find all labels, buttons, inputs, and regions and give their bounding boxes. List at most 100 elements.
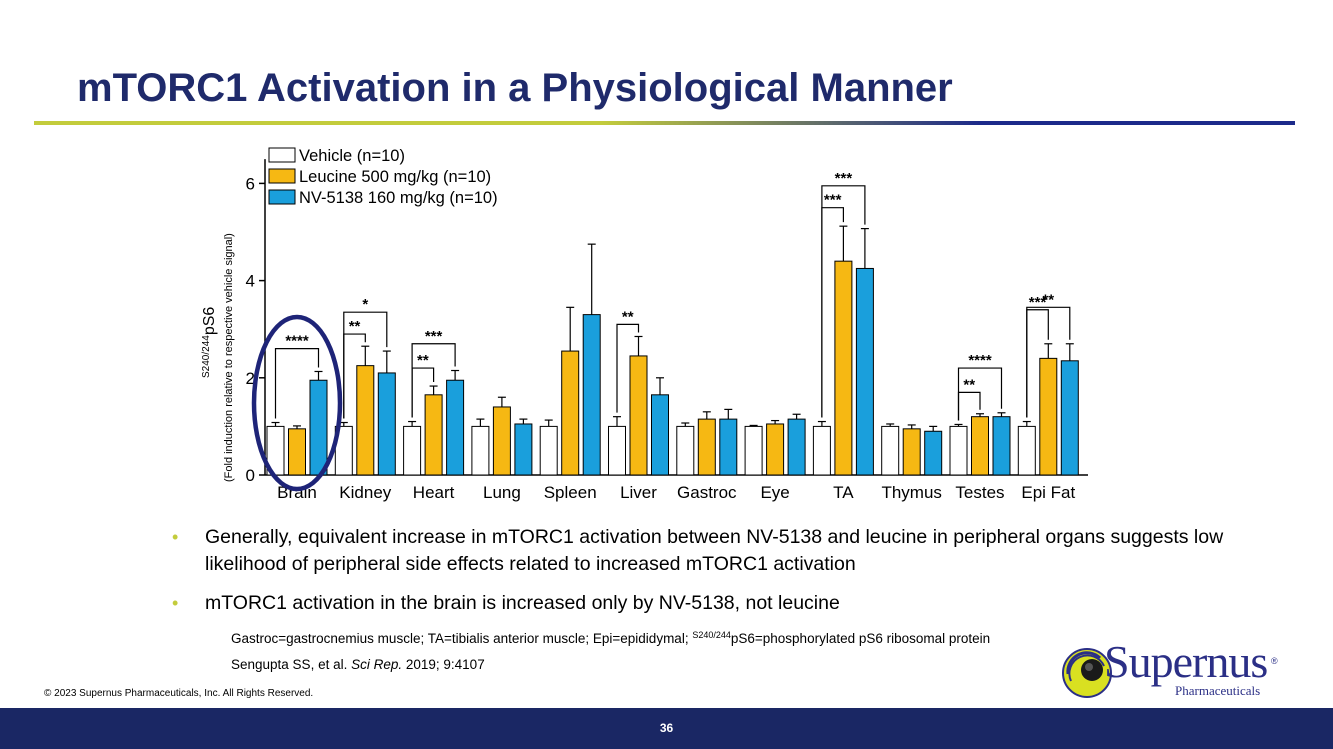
- x-tick-label: Heart: [413, 483, 455, 502]
- y-axis-label: S240/244pS6 (Fold induction relative to …: [201, 233, 235, 482]
- y-axis-label-sup: S240/244: [201, 335, 212, 378]
- significance-bracket: [411, 343, 456, 418]
- bar-epi-fat-s2: [1060, 360, 1079, 476]
- bar-eye-s1: [766, 423, 785, 476]
- bar-epi-fat-s1: [1039, 357, 1058, 476]
- y-tick-label: 4: [246, 272, 255, 291]
- x-tick-label: Lung: [483, 483, 521, 502]
- y-axis-label-main: S240/244pS6: [201, 307, 218, 378]
- significance-bracket: [1026, 306, 1071, 418]
- reference-authors: Sengupta SS, et al.: [231, 657, 352, 672]
- bar-liver-s2: [651, 394, 669, 476]
- reference-details: 2019; 9:4107: [402, 657, 485, 672]
- significance-bracket: [957, 367, 1003, 421]
- significance-label: ***: [835, 170, 853, 187]
- supernus-logo: Supernus ® Pharmaceuticals: [1060, 636, 1300, 702]
- significance-bracket: [616, 323, 640, 413]
- bar-ta-s1: [834, 260, 853, 476]
- logo-wordmark: Supernus: [1104, 636, 1268, 687]
- x-tick-label: Eye: [760, 483, 789, 502]
- footer-bar: 36: [0, 708, 1333, 749]
- bar-spleen-s1: [561, 350, 580, 476]
- bar-liver-s1: [629, 355, 648, 476]
- bar-epi-fat-s0: [1017, 425, 1036, 476]
- y-tick-label: 2: [246, 369, 255, 388]
- bar-gastroc-s2: [719, 418, 738, 476]
- bullet-dot-icon: •: [172, 593, 179, 613]
- bar-brain-s2: [309, 379, 328, 476]
- significance-label: ***: [1029, 294, 1047, 311]
- x-tick-label: Kidney: [339, 483, 391, 502]
- bar-kidney-s2: [377, 372, 396, 476]
- bullet-list: • Generally, equivalent increase in mTORC…: [172, 524, 1292, 629]
- x-tick-label: Liver: [620, 483, 657, 502]
- significance-label: **: [349, 318, 361, 335]
- bar-heart-s1: [424, 394, 443, 476]
- bullet-dot-icon: •: [172, 527, 179, 547]
- title-underline: [34, 121, 1295, 125]
- significance-bracket: [343, 311, 388, 419]
- bar-kidney-s1: [356, 365, 375, 476]
- x-tick-label: Spleen: [544, 483, 597, 502]
- copyright: © 2023 Supernus Pharmaceuticals, Inc. Al…: [44, 688, 314, 699]
- legend-label: Leucine 500 mg/kg (n=10): [299, 168, 491, 186]
- legend-swatch: [268, 168, 296, 184]
- reference-note: Sengupta SS, et al. Sci Rep. 2019; 9:410…: [231, 657, 485, 672]
- logo-mark-icon: [1062, 648, 1112, 698]
- significance-label: **: [417, 352, 429, 369]
- legend-swatch: [268, 189, 296, 205]
- significance-label: ****: [968, 352, 992, 369]
- abbreviation-text-end: pS6=phosphorylated pS6 ribosomal protein: [730, 631, 991, 646]
- bar-gastroc-s1: [697, 418, 716, 476]
- logo-registered: ®: [1271, 656, 1278, 666]
- x-tick-label: Testes: [955, 483, 1004, 502]
- bar-testes-s2: [992, 416, 1011, 476]
- x-tick-label: Gastroc: [677, 483, 737, 502]
- y-tick-label: 6: [246, 174, 255, 193]
- bullet-item: • Generally, equivalent increase in mTORC…: [172, 524, 1292, 578]
- y-tick-label: 0: [246, 466, 255, 485]
- bar-ta-s2: [855, 267, 874, 476]
- bar-gastroc-s0: [676, 425, 695, 476]
- bar-heart-s0: [403, 425, 422, 476]
- significance-label: **: [963, 376, 975, 393]
- bar-chart: S240/244pS6 (Fold induction relative to …: [201, 147, 1088, 502]
- page-number: 36: [659, 721, 674, 735]
- significance-bracket: [274, 348, 320, 419]
- bar-eye-s2: [787, 418, 806, 476]
- abbreviation-text: Gastroc=gastrocnemius muscle; TA=tibiali…: [231, 631, 693, 646]
- bar-liver-s0: [608, 425, 626, 476]
- bullet-text: mTORC1 activation in the brain is increa…: [205, 592, 840, 614]
- bar-heart-s2: [446, 379, 465, 476]
- significance-label: ***: [824, 192, 842, 209]
- bar-thymus-s1: [902, 428, 921, 476]
- bar-thymus-s2: [924, 430, 943, 476]
- y-axis-label-pS6: pS6: [201, 307, 218, 336]
- x-tick-label: Epi Fat: [1021, 483, 1075, 502]
- x-tick-label: Thymus: [881, 483, 941, 502]
- bar-eye-s0: [744, 425, 763, 476]
- bar-brain-s1: [288, 428, 306, 476]
- significance-label: ***: [425, 328, 443, 345]
- bullet-text: Generally, equivalent increase in mTORC1…: [205, 526, 1224, 575]
- legend-label: NV-5138 160 mg/kg (n=10): [299, 189, 498, 207]
- significance-label: **: [1042, 291, 1054, 308]
- significance-label: **: [622, 308, 634, 325]
- abbreviation-superscript: S240/244: [692, 630, 731, 640]
- bar-lung-s1: [492, 406, 511, 476]
- legend-swatch: [268, 147, 296, 163]
- logo-subtitle: Pharmaceuticals: [1175, 683, 1261, 698]
- y-axis-label-sub: (Fold induction relative to respective v…: [223, 233, 235, 482]
- bar-spleen-s0: [539, 425, 558, 476]
- bar-spleen-s2: [582, 314, 601, 476]
- bar-testes-s0: [949, 425, 968, 476]
- legend-label: Vehicle (n=10): [299, 147, 405, 165]
- bar-lung-s2: [514, 423, 533, 476]
- bar-testes-s1: [971, 416, 989, 476]
- reference-journal: Sci Rep.: [351, 657, 403, 672]
- significance-label: *: [362, 296, 368, 313]
- bar-lung-s0: [471, 425, 490, 476]
- abbreviation-note: Gastroc=gastrocnemius muscle; TA=tibiali…: [231, 630, 990, 646]
- page-title: mTORC1 Activation in a Physiological Man…: [77, 66, 953, 110]
- bar-thymus-s0: [881, 425, 900, 476]
